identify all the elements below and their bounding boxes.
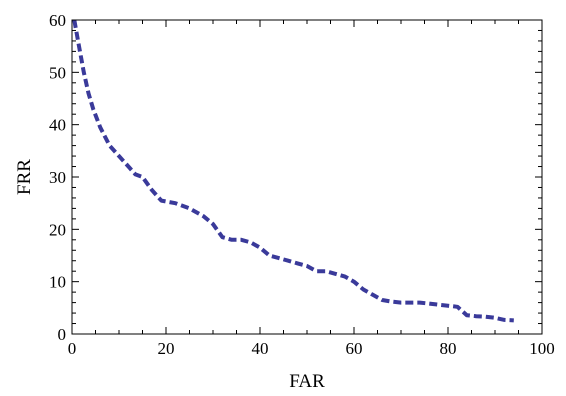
y-tick-label: 30 [49,168,66,187]
x-tick-labels: 0 20 40 60 80 100 [68,339,555,358]
y-axis-title: FRR [14,159,35,195]
y-tick-label: 10 [49,273,66,292]
y-tick-label: 60 [49,11,66,30]
x-tick-label: 0 [68,339,77,358]
plot-frame [71,19,543,335]
y-tick-label: 40 [49,116,66,135]
y-tick-label: 50 [49,63,66,82]
y-tick-label: 0 [58,325,67,344]
minor-ticks [72,20,542,334]
x-tick-label: 20 [158,339,175,358]
x-tick-label: 80 [440,339,457,358]
y-tick-labels: 0 10 20 30 40 50 60 [49,11,66,344]
y-tick-label: 20 [49,220,66,239]
major-ticks [71,19,543,335]
x-tick-label: 60 [346,339,363,358]
x-tick-label: 100 [529,339,555,358]
x-axis-title: FAR [289,371,325,392]
x-tick-label: 40 [252,339,269,358]
series-line [72,19,514,323]
